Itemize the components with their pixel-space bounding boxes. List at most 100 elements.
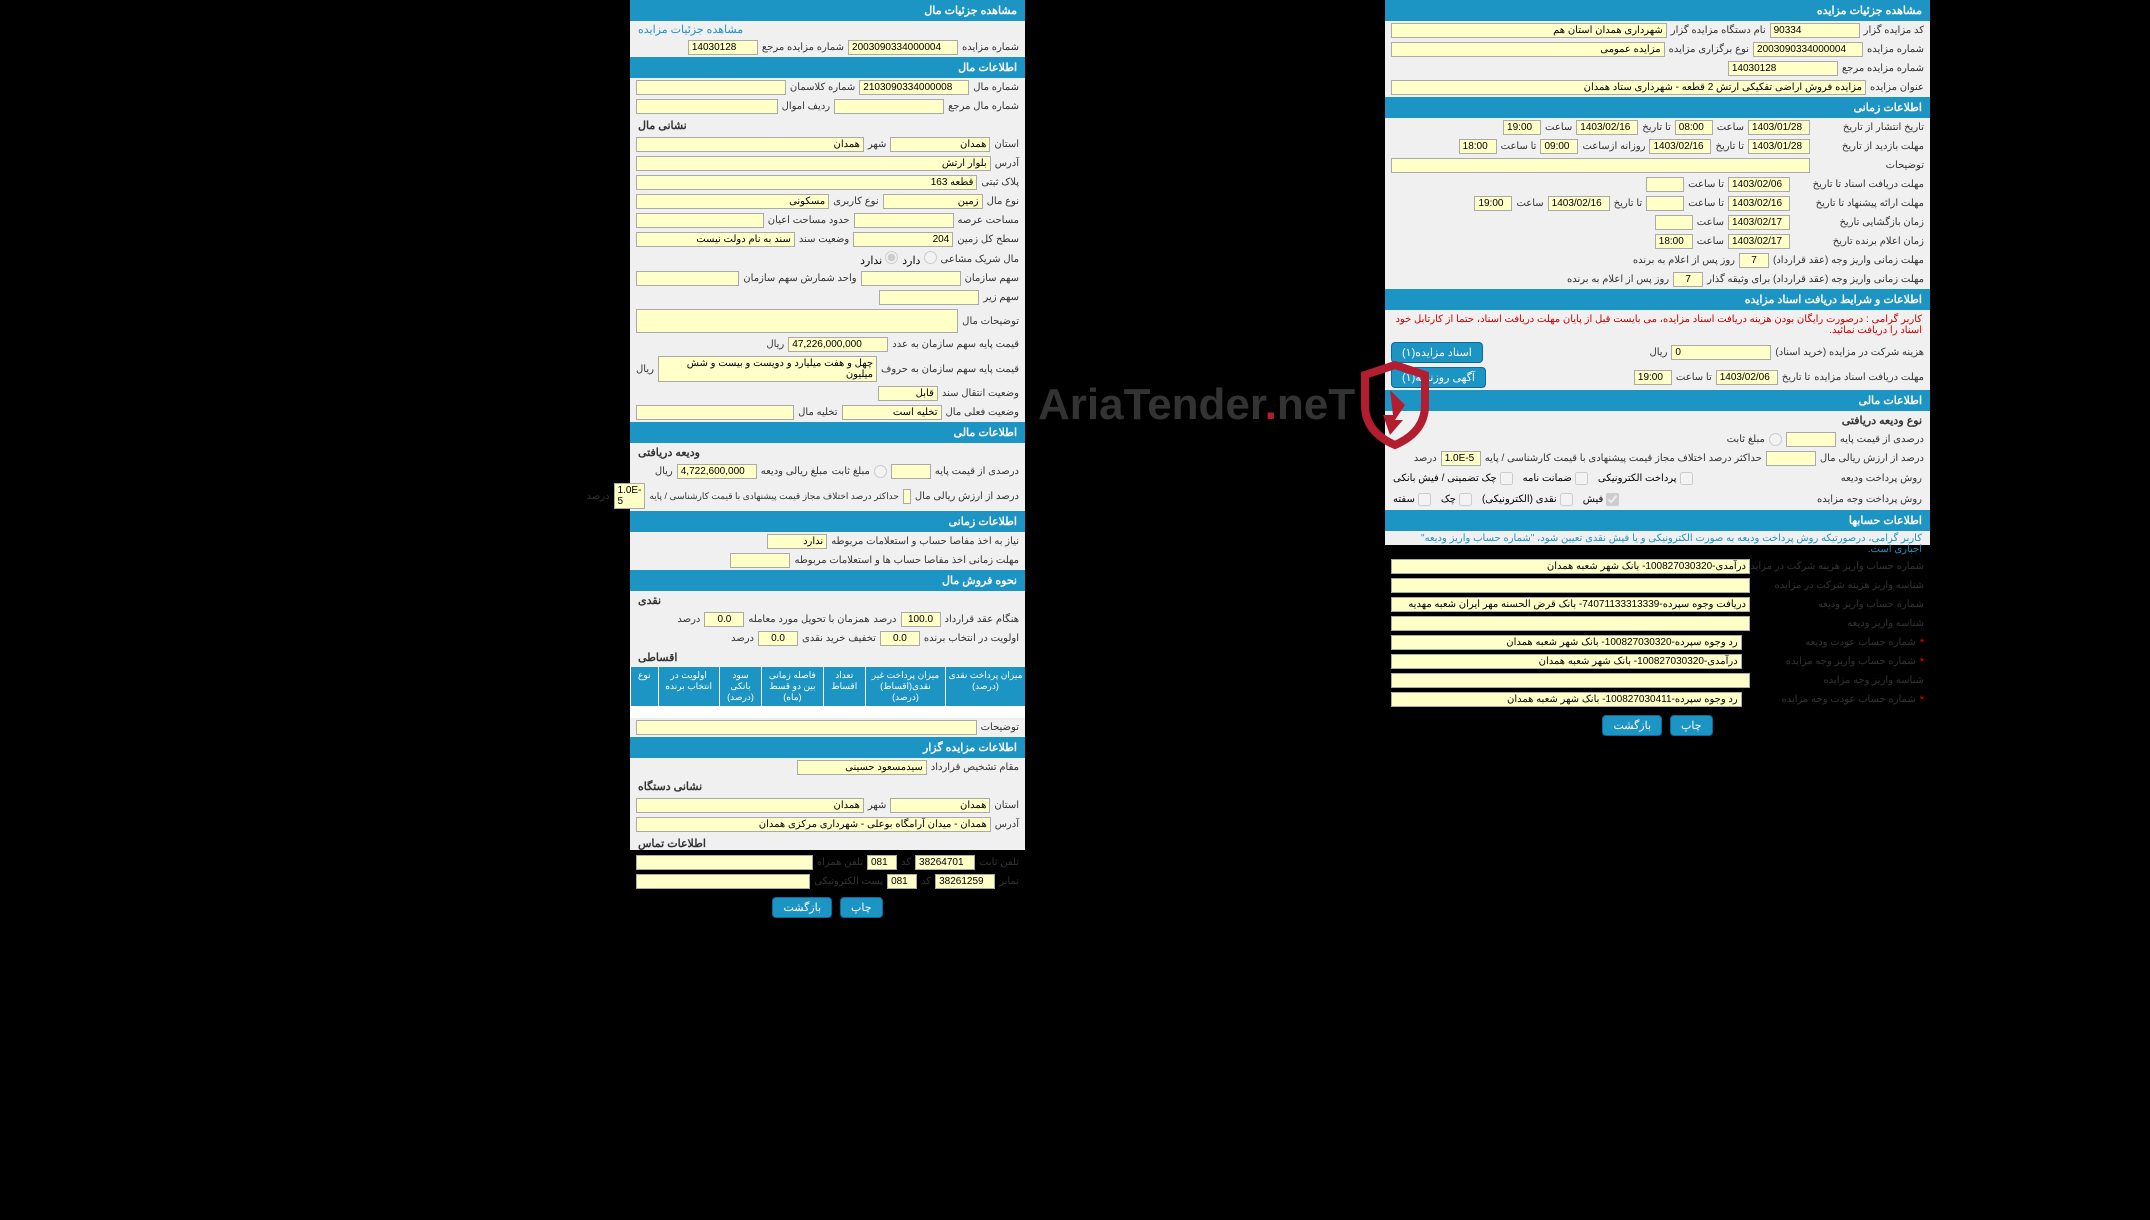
account-row-4: *شماره حساب عودت ودیعهرد وجوه سپرده-1008… [1385,633,1930,652]
fld-t5-d1: 1403/02/17 [1728,215,1790,230]
lbl-pay-auc: روش پرداخت وجه مزایده [1817,494,1922,505]
fld-ld-ref: 14030128 [688,40,758,55]
fld-a-status: سند به نام دولت نیست [636,232,795,247]
radio-fixed[interactable] [1769,433,1782,446]
fld-prop-ref [834,99,944,114]
account-value: رد وجوه سپرده-100827030411- بانک شهر شعب… [1391,692,1742,707]
fld-t2-d2: 1403/02/16 [1649,139,1711,154]
link-auction-details[interactable]: مشاهده جزئیات مزایده [630,21,1025,38]
lbl-a-addr: آدرس [995,158,1019,169]
lbl-f1: درصدی از قیمت پایه [935,466,1019,477]
lbl-a-sub: سهم زیر [983,292,1019,303]
lbl-fin-dev: درصد از ارزش ریالی مال [1820,453,1924,464]
account-value [1391,673,1750,688]
fld-t4-s2: 19:00 [1474,196,1512,211]
account-label: شناسه واریز ودیعه [1754,618,1924,629]
sub-fin: نوع ودیعه دریافتی [1385,411,1930,430]
sub-cash: نقدی [630,591,1025,610]
account-value: رد وجوه سپرده-100827030320- بانک شهر شعب… [1391,635,1742,650]
lbl-f2: درصد از ارزش ریالی مال [915,491,1019,502]
btn-back-left[interactable]: بازگشت [772,897,832,918]
fld-t7: 7 [1739,253,1769,268]
btn-newspaper-ad[interactable]: آگهی روزنامه(۱) [1391,367,1486,388]
lbl-docs-fee-unit: ریال [1649,347,1667,358]
fld-t8: 7 [1673,272,1703,287]
fld-tbl-desc [636,720,977,735]
lbl-a-city: شهر [868,139,887,150]
account-row-6: شناسه واریز وجه مزایده [1385,671,1930,690]
fld-t2-d1: 1403/01/28 [1748,139,1810,154]
account-label: شماره حساب واریز ودیعه [1754,599,1924,610]
fld-tm1: ندارد [767,534,827,549]
account-row-2: شماره حساب واریز ودیعهدریافت وجوه سپرده-… [1385,595,1930,614]
hdr-fin: اطلاعات مالی [1385,390,1930,411]
btn-auction-docs[interactable]: اسناد مزایده(۱) [1391,342,1483,363]
opt-share-yes[interactable]: دارد [902,251,936,267]
lbl-t-desc: توضیحات [1814,160,1924,171]
lbl-a11: قیمت پایه سهم سازمان به عدد [892,339,1019,350]
lbl-ref-no: شماره مزایده مرجع [1842,63,1924,74]
fld-a12: چهل و هفت میلیارد و دویست و بیست و شش می… [658,356,877,382]
hdr-auction-details: مشاهده جزئیات مزایده [1385,0,1930,21]
lbl-s1: هنگام عقد قرارداد [945,614,1019,625]
lbl-s2b: تخفیف خرید نقدی [802,633,876,644]
opt-pay-auc-1[interactable]: نقدی (الکترونیکی) [1482,493,1573,506]
lbl-f1-amt: مبلغ ریالی ودیعه [761,466,828,477]
lbl-a-count: واحد شمارش سهم سازمان [743,273,856,284]
btn-print-left[interactable]: چاپ [840,897,883,918]
hdr-lorg: اطلاعات مزایده گزار [630,737,1025,758]
hdr-time: اطلاعات زمانی [1385,97,1930,118]
lbl-t1-s1: ساعت [1717,122,1744,133]
lbl-fin-dev2: حداکثر درصد اختلاف مجاز قیمت پیشنهادی با… [1485,453,1762,464]
lbl-a-reg: پلاک ثبتی [981,177,1019,188]
lbl-a12-unit: ریال [636,364,654,375]
fld-t1-d2: 1403/02/16 [1576,120,1638,135]
account-row-3: شناسه واریز ودیعه [1385,614,1930,633]
lbl-t2-d2: تا تاریخ [1715,141,1744,152]
radio-lf-fix[interactable] [874,465,887,478]
fld-c-fax: 38261259 [935,874,995,889]
fld-t1-s1: 08:00 [1675,120,1713,135]
opt-share-no[interactable]: ندارد [860,251,898,267]
fld-c-email [636,874,810,889]
fld-fin-dev [1766,451,1816,466]
fld-t-desc [1391,158,1810,173]
lbl-ld-ref: شماره مزایده مرجع [762,42,844,53]
th-5: اولویت در انتخاب برنده [658,667,719,706]
hdr-acc: اطلاعات حسابها [1385,510,1930,531]
fld-row [636,99,778,114]
fld-t6-s1: 18:00 [1655,234,1693,249]
th-1: میزان پرداخت غیر نقدی(اقساط) (درصد) [865,667,945,706]
opt-pay-dep-2[interactable]: چک تضمینی / فیش بانکی [1393,472,1513,485]
lbl-t1: تاریخ انتشار از تاریخ [1814,122,1924,133]
fld-a14-vac [636,405,794,420]
lbl-a14-vac: تخلیه مال [798,407,837,418]
fld-t1-s2: 19:00 [1503,120,1541,135]
account-label: شماره حساب عودت وجه مزایده [1746,694,1916,705]
lbl-t5-s1: ساعت [1697,217,1724,228]
fld-t2-s1: 09:00 [1540,139,1578,154]
fld-t4-d1: 1403/02/16 [1728,196,1790,211]
account-value: درآمدی-100827030320- بانک شهر شعبه همدان [1391,559,1750,574]
opt-pay-auc-2[interactable]: چک [1441,493,1472,506]
lbl-docs-dl-d2: تا تاریخ [1782,372,1811,383]
lbl-tbl-desc: توضیحات [981,722,1019,733]
lbl-prop-ref: شماره مال مرجع [948,101,1019,112]
btn-print-right[interactable]: چاپ [1670,715,1713,736]
opt-pay-auc-0[interactable]: فیش [1583,493,1620,506]
lbl-t8-sfx: روز پس از اعلام به برنده [1567,274,1669,285]
opt-pay-dep-0[interactable]: پرداخت الکترونیکی [1598,472,1693,485]
account-label: شماره حساب عودت ودیعه [1746,637,1916,648]
fld-ld-auction-no: 2003090334000004 [848,40,958,55]
opt-pay-auc-3[interactable]: سفته [1393,493,1431,506]
lbl-t6-s1: ساعت [1697,236,1724,247]
fld-auction-no: 2003090334000004 [1753,42,1863,57]
lbl-auction-no: شماره مزایده [1867,44,1924,55]
lbl-t7-sfx: روز پس از اعلام به برنده [1633,255,1735,266]
lbl-c-code: کد [901,857,911,868]
lbl-tm1: نیاز به اخذ مفاصا حساب و استعلامات مربوط… [831,536,1019,547]
btn-back-right[interactable]: بازگشت [1602,715,1662,736]
lbl-fin-dev2-unit: درصد [1414,453,1437,464]
hdr-ltime: اطلاعات زمانی [630,511,1025,532]
opt-pay-dep-1[interactable]: ضمانت نامه [1523,472,1588,485]
